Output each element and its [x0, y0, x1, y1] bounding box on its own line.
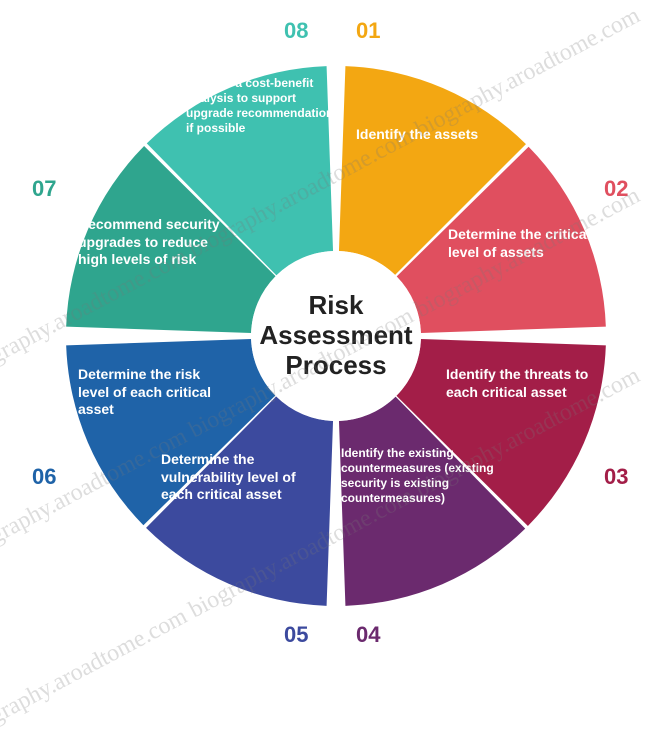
segment-num-04: 04: [356, 622, 380, 648]
segment-label-04: Identify the existing countermeasures (e…: [341, 446, 511, 506]
center-title: Risk Assessment Process: [251, 291, 421, 381]
segment-label-06: Determine the risk level of each critica…: [78, 366, 228, 419]
segment-num-01: 01: [356, 18, 380, 44]
segment-num-05: 05: [284, 622, 308, 648]
segment-label-03: Identify the threats to each critical as…: [446, 366, 601, 401]
risk-assessment-donut: Risk Assessment Process 01 02 03 04 05 0…: [56, 56, 616, 616]
segment-label-08: Perform a cost-benefit analysis to suppo…: [186, 76, 336, 136]
center-title-circle: Risk Assessment Process: [251, 251, 421, 421]
segment-label-02: Determine the critical level of assets: [448, 226, 598, 261]
segment-label-01: Identify the assets: [356, 126, 506, 144]
segment-num-02: 02: [604, 176, 628, 202]
segment-num-08: 08: [284, 18, 308, 44]
segment-num-03: 03: [604, 464, 628, 490]
segment-num-06: 06: [32, 464, 56, 490]
segment-label-05: Determine the vulnerability level of eac…: [161, 451, 321, 504]
segment-num-07: 07: [32, 176, 56, 202]
segment-label-07: Recommend security upgrades to reduce hi…: [78, 216, 228, 269]
